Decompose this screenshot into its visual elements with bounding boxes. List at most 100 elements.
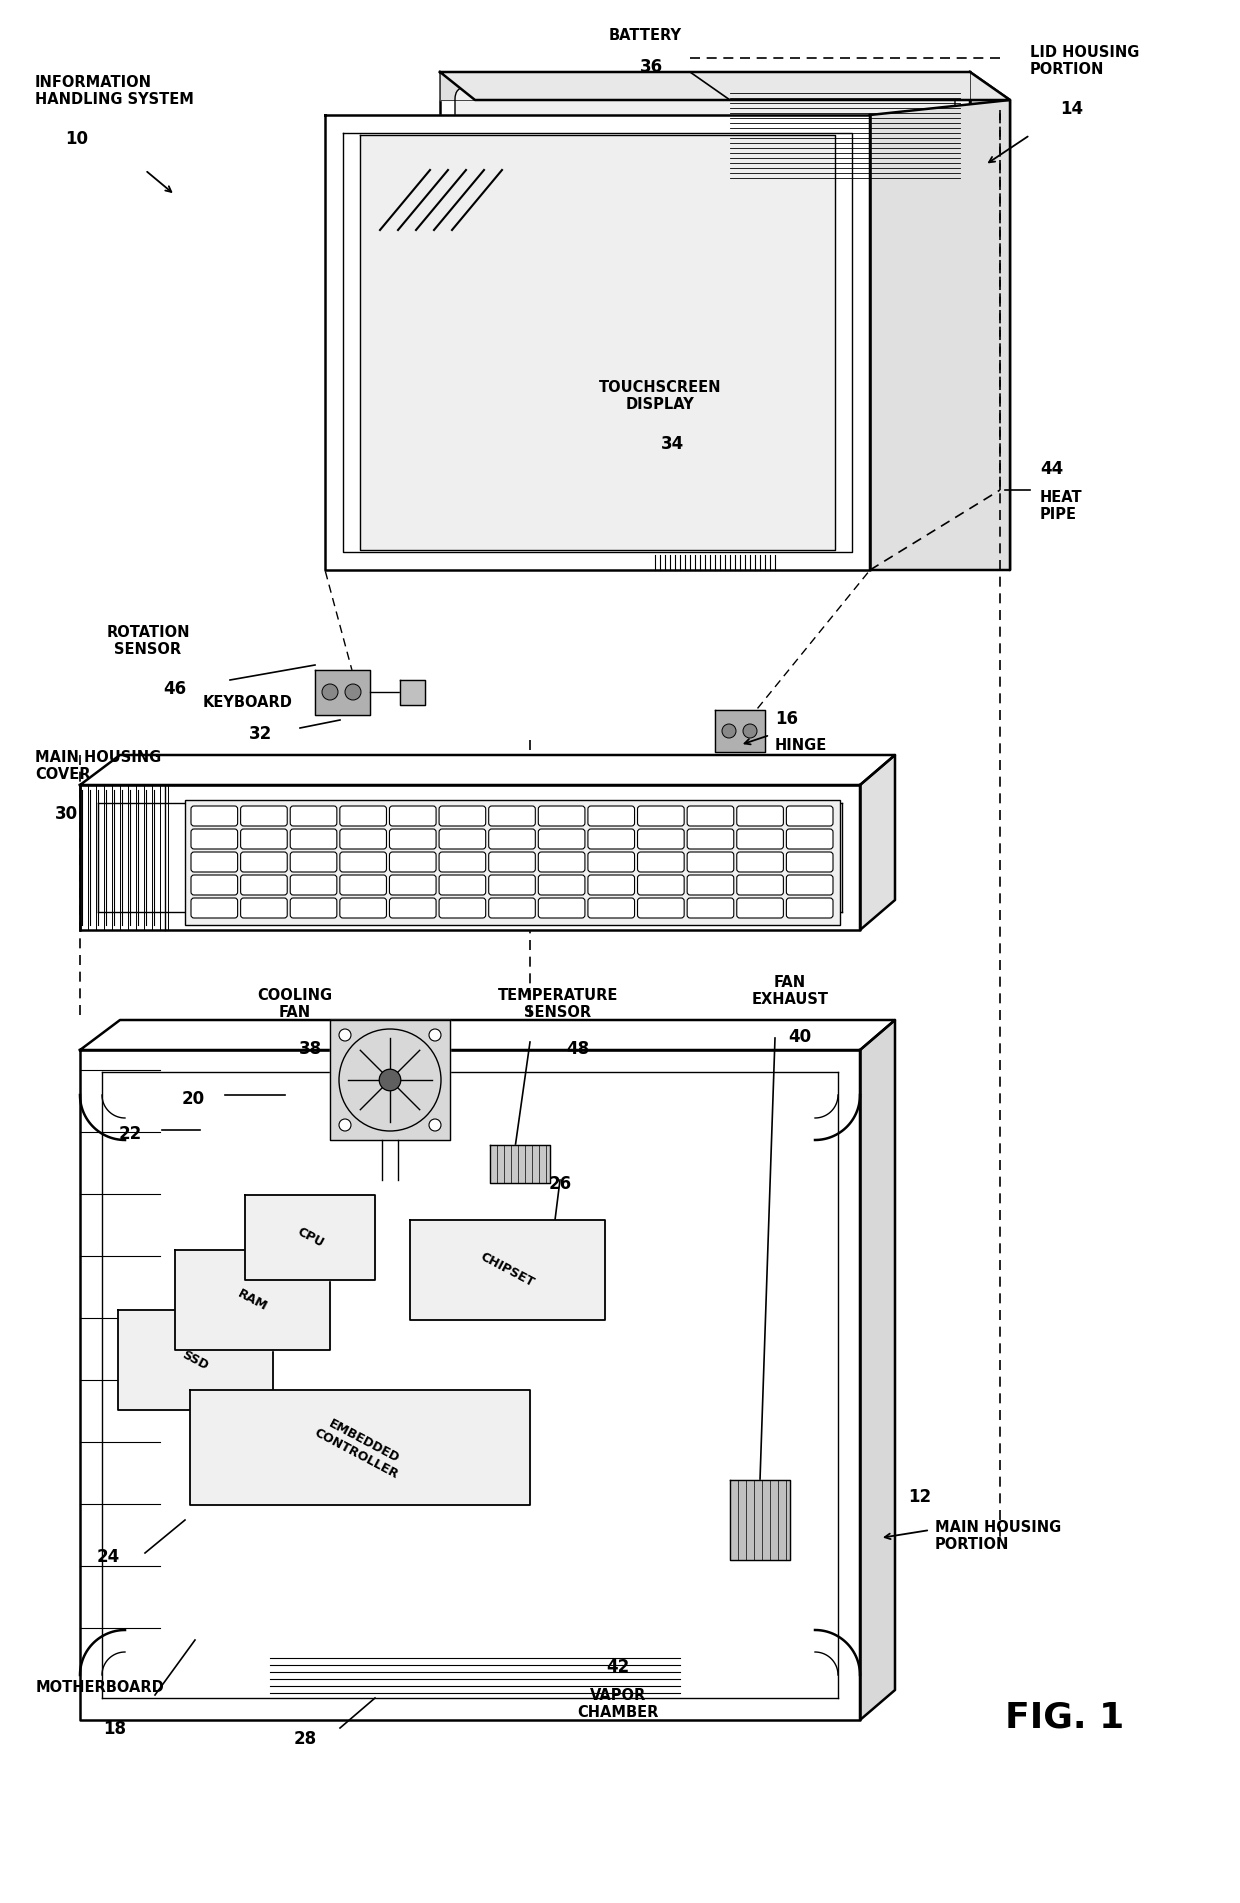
FancyBboxPatch shape	[588, 875, 635, 894]
Text: MOTHERBOARD: MOTHERBOARD	[36, 1680, 165, 1696]
Polygon shape	[861, 1020, 895, 1720]
FancyBboxPatch shape	[340, 898, 387, 917]
Text: TOUCHSCREEN
DISPLAY: TOUCHSCREEN DISPLAY	[599, 381, 722, 413]
Polygon shape	[81, 786, 165, 931]
Text: 18: 18	[103, 1720, 126, 1737]
FancyBboxPatch shape	[439, 898, 486, 917]
FancyBboxPatch shape	[489, 830, 536, 849]
Text: 22: 22	[118, 1125, 141, 1144]
Text: CHIPSET: CHIPSET	[479, 1250, 537, 1290]
Polygon shape	[118, 1309, 273, 1410]
FancyBboxPatch shape	[687, 875, 734, 894]
Polygon shape	[970, 72, 1011, 571]
FancyBboxPatch shape	[588, 830, 635, 849]
FancyBboxPatch shape	[191, 898, 238, 917]
FancyBboxPatch shape	[290, 807, 337, 826]
Polygon shape	[315, 670, 370, 716]
Text: MAIN HOUSING
PORTION: MAIN HOUSING PORTION	[935, 1520, 1061, 1553]
Text: COOLING
FAN: COOLING FAN	[258, 988, 332, 1020]
FancyBboxPatch shape	[389, 830, 436, 849]
Circle shape	[339, 1030, 351, 1041]
Polygon shape	[730, 1481, 790, 1560]
FancyBboxPatch shape	[241, 830, 288, 849]
Text: CPU: CPU	[294, 1226, 326, 1250]
Polygon shape	[81, 786, 861, 931]
FancyBboxPatch shape	[737, 830, 784, 849]
Text: FIG. 1: FIG. 1	[1006, 1699, 1125, 1734]
Text: HINGE: HINGE	[775, 738, 827, 754]
Polygon shape	[401, 679, 425, 704]
FancyBboxPatch shape	[588, 807, 635, 826]
FancyBboxPatch shape	[340, 875, 387, 894]
Text: 10: 10	[64, 129, 88, 148]
FancyBboxPatch shape	[637, 898, 684, 917]
Polygon shape	[440, 72, 970, 101]
Text: LID HOUSING
PORTION: LID HOUSING PORTION	[1030, 46, 1140, 78]
Polygon shape	[190, 1389, 529, 1505]
FancyBboxPatch shape	[637, 875, 684, 894]
Text: 32: 32	[248, 725, 272, 742]
FancyBboxPatch shape	[538, 853, 585, 872]
Text: 30: 30	[55, 805, 78, 822]
FancyBboxPatch shape	[786, 853, 833, 872]
Text: INFORMATION
HANDLING SYSTEM: INFORMATION HANDLING SYSTEM	[35, 74, 193, 107]
Text: RAM: RAM	[236, 1286, 269, 1313]
Circle shape	[379, 1069, 401, 1090]
Text: SSD: SSD	[180, 1347, 211, 1372]
Circle shape	[743, 723, 756, 738]
FancyBboxPatch shape	[191, 853, 238, 872]
FancyBboxPatch shape	[737, 898, 784, 917]
Circle shape	[339, 1119, 351, 1130]
Text: 34: 34	[661, 436, 683, 453]
Text: 20: 20	[181, 1090, 205, 1108]
FancyBboxPatch shape	[737, 807, 784, 826]
FancyBboxPatch shape	[786, 898, 833, 917]
FancyBboxPatch shape	[191, 807, 238, 826]
FancyBboxPatch shape	[191, 830, 238, 849]
Circle shape	[322, 683, 339, 700]
FancyBboxPatch shape	[290, 853, 337, 872]
FancyBboxPatch shape	[489, 853, 536, 872]
Text: 26: 26	[548, 1174, 572, 1193]
Text: 46: 46	[164, 679, 186, 698]
Circle shape	[429, 1119, 441, 1130]
FancyBboxPatch shape	[290, 898, 337, 917]
Polygon shape	[81, 1050, 861, 1720]
Circle shape	[429, 1030, 441, 1041]
FancyBboxPatch shape	[538, 875, 585, 894]
FancyBboxPatch shape	[489, 898, 536, 917]
Text: 36: 36	[640, 57, 662, 76]
Text: 42: 42	[606, 1658, 630, 1677]
Text: 44: 44	[1040, 461, 1063, 478]
FancyBboxPatch shape	[489, 875, 536, 894]
FancyBboxPatch shape	[786, 875, 833, 894]
FancyBboxPatch shape	[687, 853, 734, 872]
Text: HEAT
PIPE: HEAT PIPE	[1040, 489, 1083, 523]
Circle shape	[722, 723, 737, 738]
Text: 40: 40	[789, 1028, 811, 1047]
Text: ROTATION
SENSOR: ROTATION SENSOR	[107, 624, 190, 657]
Circle shape	[345, 683, 361, 700]
FancyBboxPatch shape	[340, 853, 387, 872]
FancyBboxPatch shape	[290, 830, 337, 849]
Text: 48: 48	[567, 1041, 589, 1058]
Polygon shape	[870, 101, 1011, 571]
FancyBboxPatch shape	[191, 875, 238, 894]
FancyBboxPatch shape	[637, 807, 684, 826]
FancyBboxPatch shape	[489, 807, 536, 826]
FancyBboxPatch shape	[687, 807, 734, 826]
Polygon shape	[246, 1195, 374, 1281]
Text: BATTERY: BATTERY	[609, 29, 682, 44]
Polygon shape	[81, 755, 895, 786]
Text: 12: 12	[908, 1488, 931, 1505]
Text: 14: 14	[1060, 101, 1083, 118]
Text: 28: 28	[294, 1730, 316, 1749]
FancyBboxPatch shape	[389, 853, 436, 872]
Bar	[185, 799, 839, 925]
Text: FAN
EXHAUST: FAN EXHAUST	[751, 974, 828, 1007]
Text: 24: 24	[97, 1547, 119, 1566]
FancyBboxPatch shape	[737, 875, 784, 894]
Polygon shape	[325, 114, 870, 571]
Text: EMBEDDED
CONTROLLER: EMBEDDED CONTROLLER	[312, 1414, 408, 1482]
FancyBboxPatch shape	[687, 830, 734, 849]
